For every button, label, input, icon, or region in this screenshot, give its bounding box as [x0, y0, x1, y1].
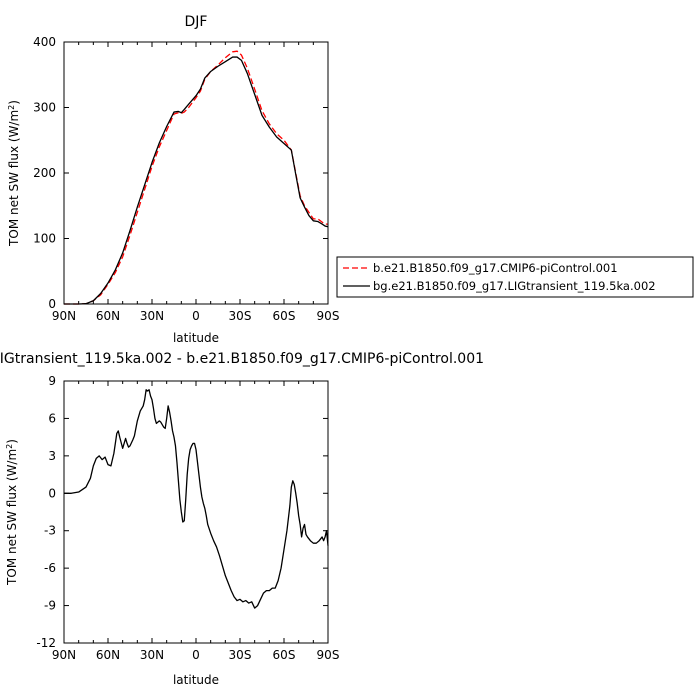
bottom-panel: LIGtransient_119.5ka.002 - b.e21.B1850.f… [0, 351, 484, 687]
bottom-x-axis-label: latitude [173, 673, 219, 687]
legend: b.e21.B1850.f09_g17.CMIP6-piControl.001 … [336, 256, 694, 298]
top-chart-title: DJF [185, 14, 208, 30]
bottom-y-tick-label: -12 [36, 636, 56, 650]
bottom-y-tick-label: 6 [48, 411, 56, 425]
legend-label-ligtransient: bg.e21.B1850.f09_g17.LIGtransient_119.5k… [373, 279, 656, 293]
top-plot-frame [63, 41, 329, 305]
top-panel: DJF 90N 60N 30N 0 30S 60S 90S 0 100 200 300 400 lat… [7, 14, 340, 345]
top-x-tick-label: 90N [52, 309, 76, 323]
bottom-series-line-0 [64, 389, 329, 609]
top-x-axis-label: latitude [173, 331, 219, 345]
bottom-x-tick-label: 30N [140, 648, 164, 662]
bottom-x-tick-label: 60N [96, 648, 120, 662]
bottom-x-tick-label: 60S [273, 648, 296, 662]
bottom-y-axis-label: TOM net SW flux (W/m2) [5, 439, 20, 586]
bottom-x-tick-label: 30S [229, 648, 252, 662]
legend-box [336, 256, 694, 298]
top-y-tick-label: 200 [33, 166, 56, 180]
bottom-y-tick-label: 0 [48, 486, 56, 500]
bottom-x-tick-label: 90N [52, 648, 76, 662]
top-series-line-0 [64, 50, 328, 305]
legend-label-picontrol: b.e21.B1850.f09_g17.CMIP6-piControl.001 [373, 261, 618, 275]
top-x-tick-label: 30N [140, 309, 164, 323]
top-y-axis-label: TOM net SW flux (W/m2) [7, 100, 22, 247]
top-y-tick-label: 100 [33, 232, 56, 246]
top-y-tick-label: 400 [33, 35, 56, 49]
top-x-tick-label: 60S [273, 309, 296, 323]
top-x-tick-label: 30S [229, 309, 252, 323]
bottom-x-tick-label: 0 [192, 648, 200, 662]
bottom-x-tick-label: 90S [317, 648, 340, 662]
top-series-line-1 [64, 56, 329, 305]
bottom-y-tick-label: 3 [48, 449, 56, 463]
top-x-tick-label: 90S [317, 309, 340, 323]
top-y-tick-label: 0 [48, 297, 56, 311]
bottom-y-tick-label: -3 [44, 524, 56, 538]
bottom-y-tick-label: -9 [44, 599, 56, 613]
bottom-y-tick-label: 9 [48, 374, 56, 388]
bottom-chart-title: LIGtransient_119.5ka.002 - b.e21.B1850.f… [0, 351, 484, 367]
top-x-tick-label: 0 [192, 309, 200, 323]
top-x-tick-label: 60N [96, 309, 120, 323]
bottom-y-tick-label: -6 [44, 561, 56, 575]
top-y-tick-label: 300 [33, 101, 56, 115]
bottom-plot-frame [63, 380, 329, 644]
